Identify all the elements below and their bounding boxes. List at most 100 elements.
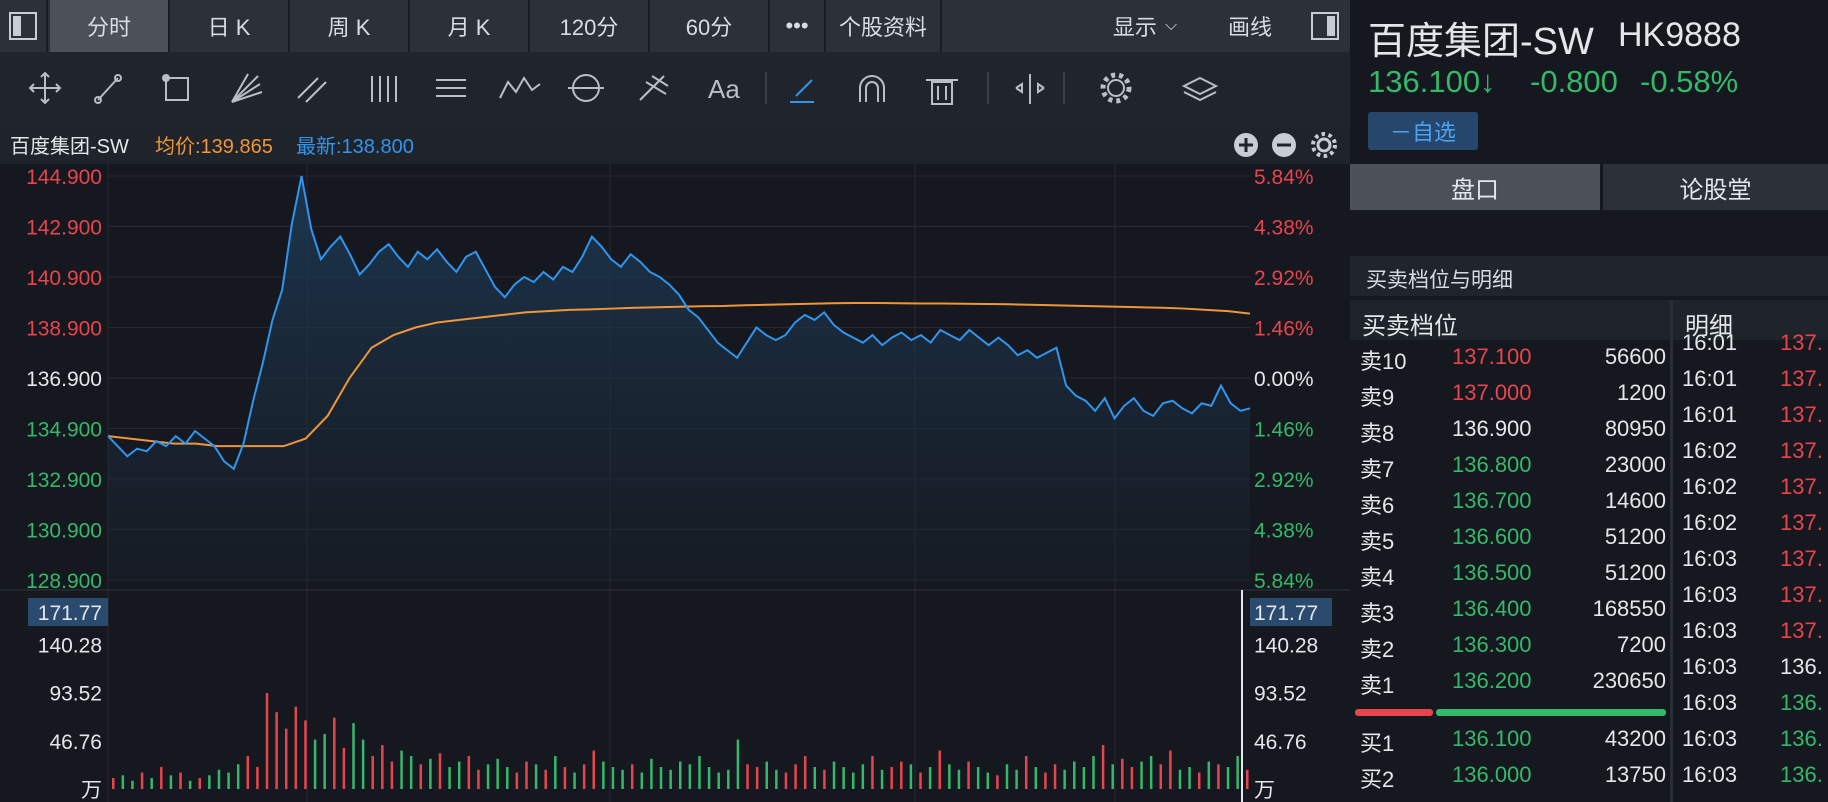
ask-row[interactable]: 卖9 137.000 1200 — [1352, 376, 1670, 412]
volume-bar — [919, 772, 922, 789]
ask-row[interactable]: 卖5 136.600 51200 — [1352, 520, 1670, 556]
line-icon[interactable] — [94, 74, 122, 104]
zoom-out-icon[interactable] — [1272, 133, 1296, 157]
volume-bar — [304, 720, 307, 789]
ask-row[interactable]: 卖3 136.400 168550 — [1352, 592, 1670, 628]
volume-bar — [438, 753, 442, 789]
volume-bar — [525, 761, 528, 789]
y-left-tick-label: 138.900 — [26, 318, 102, 341]
ask-row[interactable]: 卖8 136.900 80950 — [1352, 412, 1670, 448]
detail-price: 137. — [1780, 330, 1823, 355]
ask-row[interactable]: 卖2 136.300 7200 — [1352, 628, 1670, 664]
volume-bar — [948, 764, 951, 789]
ask-price: 136.500 — [1452, 560, 1532, 585]
volume-bar — [1034, 767, 1038, 789]
detail-time: 16:01 — [1682, 366, 1738, 391]
text-icon[interactable]: Aa — [708, 74, 740, 104]
ask-row[interactable]: 卖10 137.100 56600 — [1352, 340, 1670, 376]
ask-row[interactable]: 卖6 136.700 14600 — [1352, 484, 1670, 520]
chart-stock-name: 百度集团-SW — [10, 136, 129, 158]
volume-bar — [140, 772, 144, 789]
bid-row[interactable]: 买2 136.000 13750 — [1352, 758, 1670, 794]
parallel-icon[interactable] — [297, 77, 327, 103]
volume-bar — [1140, 761, 1143, 789]
trash-icon[interactable] — [926, 79, 958, 105]
intraday-chart[interactable]: 144.900 142.900 140.900 138.900 136.900 134.9… — [0, 164, 1350, 802]
move-icon[interactable] — [28, 71, 62, 105]
zoom-in-icon[interactable] — [1234, 133, 1258, 157]
ask-volume: 80950 — [1604, 416, 1666, 441]
crop-icon[interactable] — [162, 74, 189, 101]
volume-bar — [1092, 756, 1095, 789]
tab-4[interactable]: 120分 — [530, 0, 650, 52]
volume-bar — [1044, 772, 1047, 789]
ask-row[interactable]: 卖1 136.200 230650 — [1352, 664, 1670, 700]
y-left-tick-label: 136.900 — [26, 368, 102, 391]
buy-pressure-bar — [1436, 709, 1666, 716]
volume-right-label: 171.77 — [1254, 602, 1318, 625]
split-icon[interactable] — [1015, 74, 1045, 104]
display-menu[interactable]: 显示 ⌵ — [1090, 0, 1200, 52]
fib-icon[interactable] — [639, 75, 669, 101]
volume-bar — [563, 767, 567, 789]
right-panel-toggle-icon[interactable] — [1300, 0, 1350, 52]
y-left-tick-label: 144.900 — [26, 166, 102, 189]
tab-0[interactable]: 分时 — [50, 0, 170, 52]
sidebar-toggle-icon[interactable] — [0, 0, 48, 52]
volume-bar — [265, 692, 269, 789]
volume-bar — [938, 750, 941, 789]
volume-bar — [1217, 764, 1220, 789]
chart-header: 百度集团-SW 均价:139.865 最新:138.800 — [0, 124, 1350, 164]
draw-line-button[interactable]: 画线 — [1205, 0, 1295, 52]
volume-bar — [957, 769, 961, 789]
volume-bar — [352, 723, 355, 789]
tab-5[interactable]: 60分 — [650, 0, 770, 52]
y-right-tick-label: 2.92% — [1254, 267, 1314, 290]
volume-bar — [1149, 756, 1153, 789]
gann-icon[interactable] — [436, 79, 466, 97]
volume-bar — [1111, 764, 1114, 789]
tab-1[interactable]: 日 K — [170, 0, 290, 52]
detail-row: 16:03 136. — [1680, 650, 1828, 686]
ask-row[interactable]: 卖7 136.800 23000 — [1352, 448, 1670, 484]
volume-bar — [1226, 767, 1230, 789]
chart-settings-icon[interactable] — [1311, 132, 1337, 158]
detail-time: 16:03 — [1682, 762, 1738, 787]
tab-3[interactable]: 月 K — [410, 0, 530, 52]
details-header: 明细 — [1673, 300, 1828, 340]
detail-price: 137. — [1780, 438, 1823, 463]
grid-lines-icon[interactable] — [371, 76, 397, 102]
detail-price: 136. — [1780, 762, 1823, 787]
detail-time: 16:03 — [1682, 654, 1738, 679]
ask-level: 卖10 — [1360, 349, 1407, 374]
remove-watchlist-button[interactable]: －自选 — [1368, 112, 1478, 150]
y-left-tick-label: 142.900 — [26, 217, 102, 240]
volume-bar — [813, 767, 817, 789]
tab-2[interactable]: 周 K — [290, 0, 410, 52]
fan-icon[interactable] — [231, 73, 263, 103]
layers-icon[interactable] — [1181, 76, 1219, 102]
bid-row[interactable]: 买1 136.100 43200 — [1352, 722, 1670, 758]
tab-6[interactable]: ••• — [770, 0, 826, 52]
magnet-icon[interactable] — [859, 75, 885, 102]
volume-bar — [746, 764, 749, 789]
ask-volume: 7200 — [1617, 632, 1666, 657]
y-right-tick-label: 1.46% — [1254, 419, 1314, 442]
gear-icon[interactable] — [1100, 72, 1132, 104]
tab-7[interactable]: 个股资料 — [826, 0, 942, 52]
detail-time: 16:03 — [1682, 726, 1738, 751]
ask-row[interactable]: 卖4 136.500 51200 — [1352, 556, 1670, 592]
tab-forum[interactable]: 论股堂 — [1603, 164, 1828, 210]
wave-icon[interactable] — [499, 76, 541, 99]
current-price: 136.100↓ — [1368, 64, 1496, 99]
detail-time: 16:01 — [1682, 330, 1738, 355]
ask-price: 136.300 — [1452, 632, 1532, 657]
tab-orderbook[interactable]: 盘口 — [1350, 164, 1600, 210]
volume-bar — [1188, 767, 1191, 789]
volume-bar — [381, 745, 384, 789]
cycle-icon[interactable] — [568, 74, 604, 102]
volume-bar — [755, 767, 759, 789]
volume-bar — [208, 775, 211, 789]
y-right-tick-label: 5.84% — [1254, 570, 1314, 593]
pencil-icon[interactable] — [790, 79, 814, 103]
